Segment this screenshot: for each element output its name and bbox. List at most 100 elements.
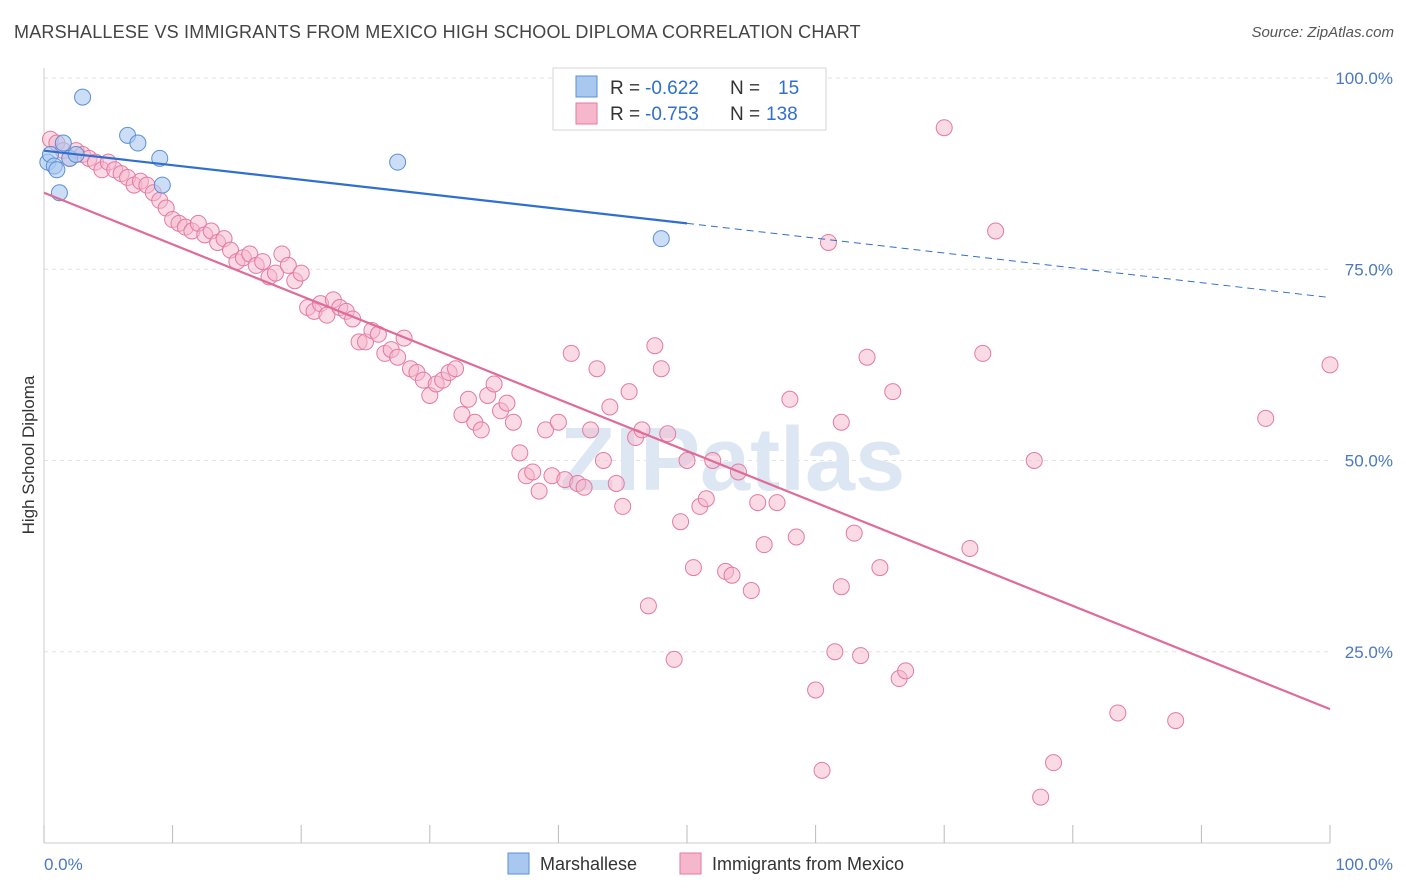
data-point-mexico bbox=[279, 256, 297, 274]
data-point-mexico bbox=[459, 390, 477, 408]
data-point-mexico bbox=[1025, 452, 1043, 469]
stats-legend-box bbox=[552, 67, 827, 131]
y-tick-label: 50.0% bbox=[1345, 452, 1393, 471]
data-point-mexico bbox=[819, 233, 837, 251]
data-point-mexico bbox=[826, 643, 844, 661]
legend-r-label-mexico: R = bbox=[610, 104, 640, 125]
y-tick-label: 75.0% bbox=[1345, 260, 1393, 279]
data-point-mexico bbox=[858, 348, 876, 366]
y-tick-label: 25.0% bbox=[1345, 643, 1393, 662]
data-point-mexico bbox=[884, 383, 902, 401]
legend-n-value-mexico: 138 bbox=[766, 104, 798, 125]
data-point-mexico bbox=[292, 264, 310, 282]
data-point-marshallese bbox=[74, 88, 92, 106]
legend-n-label-mexico: N = bbox=[730, 104, 760, 125]
data-point-mexico bbox=[1321, 356, 1339, 374]
data-point-mexico bbox=[768, 494, 786, 512]
trend-line-marshallese bbox=[43, 149, 688, 225]
data-point-mexico bbox=[537, 421, 555, 439]
data-point-mexico bbox=[594, 452, 612, 469]
data-point-marshallese bbox=[48, 161, 66, 179]
data-point-mexico bbox=[646, 337, 664, 355]
data-point-mexico bbox=[588, 360, 606, 378]
data-point-mexico bbox=[987, 222, 1005, 240]
data-point-mexico bbox=[1167, 712, 1185, 730]
data-point-mexico bbox=[524, 463, 542, 481]
data-point-mexico bbox=[575, 478, 593, 496]
data-point-mexico bbox=[897, 662, 915, 680]
stats-legend: R = -0.622 N = 15 R = -0.753 N = 138 bbox=[552, 67, 827, 131]
data-point-mexico bbox=[678, 452, 696, 469]
x-tick-label: 0.0% bbox=[44, 855, 83, 874]
data-point-mexico bbox=[742, 582, 760, 600]
data-point-mexico bbox=[601, 398, 619, 416]
y-tick-labels: 25.0% 50.0% 75.0% 100.0% bbox=[1335, 69, 1393, 662]
data-point-mexico bbox=[453, 406, 471, 424]
data-point-mexico bbox=[697, 490, 715, 508]
series-mexico-points bbox=[41, 119, 1339, 806]
data-point-mexico bbox=[935, 119, 953, 137]
data-point-mexico bbox=[549, 413, 567, 431]
legend-r-value-mexico: -0.753 bbox=[645, 104, 699, 125]
data-point-mexico bbox=[266, 264, 284, 282]
data-point-mexico bbox=[961, 539, 979, 557]
data-point-mexico bbox=[639, 597, 657, 615]
data-point-mexico bbox=[781, 390, 799, 408]
data-point-mexico bbox=[813, 761, 831, 779]
axes bbox=[43, 68, 1331, 844]
data-point-mexico bbox=[504, 413, 522, 431]
data-point-mexico bbox=[871, 559, 889, 577]
data-point-mexico bbox=[1032, 788, 1050, 806]
data-point-marshallese bbox=[54, 134, 72, 152]
data-point-mexico bbox=[807, 681, 825, 699]
data-point-mexico bbox=[582, 421, 600, 439]
data-point-mexico bbox=[254, 253, 272, 271]
data-point-mexico bbox=[755, 536, 773, 554]
series-legend: Marshallese Immigrants from Mexico bbox=[507, 852, 904, 875]
y-axis-label: High School Diploma bbox=[19, 375, 38, 534]
legend-r-value-marshallese: -0.622 bbox=[645, 78, 699, 99]
data-point-mexico bbox=[498, 394, 516, 412]
data-point-mexico bbox=[511, 444, 529, 462]
legend-swatch-mexico bbox=[575, 102, 598, 125]
data-point-mexico bbox=[832, 413, 850, 431]
chart-title: MARSHALLESE VS IMMIGRANTS FROM MEXICO HI… bbox=[14, 22, 861, 42]
data-point-mexico bbox=[485, 375, 503, 393]
trend-line-mexico bbox=[43, 191, 1331, 711]
data-point-marshallese bbox=[652, 230, 670, 248]
data-point-mexico bbox=[614, 497, 632, 515]
data-point-marshallese bbox=[129, 134, 147, 152]
trend-lines bbox=[43, 149, 1331, 711]
data-point-mexico bbox=[530, 482, 548, 500]
data-point-mexico bbox=[659, 425, 677, 443]
legend-swatch-marshallese bbox=[575, 75, 598, 98]
data-point-mexico bbox=[832, 578, 850, 596]
data-point-mexico bbox=[974, 344, 992, 362]
bottom-legend-label-mexico: Immigrants from Mexico bbox=[712, 854, 904, 874]
data-point-mexico bbox=[389, 348, 407, 366]
data-point-mexico bbox=[845, 524, 863, 542]
data-point-marshallese bbox=[389, 153, 407, 171]
bottom-legend-label-marshallese: Marshallese bbox=[540, 854, 637, 874]
data-point-mexico bbox=[749, 494, 767, 512]
data-point-mexico bbox=[652, 360, 670, 378]
trend-line-marshallese-extrapolated bbox=[686, 222, 1331, 299]
data-point-mexico bbox=[665, 650, 683, 668]
x-tick-label: 100.0% bbox=[1335, 855, 1393, 874]
data-point-mexico bbox=[723, 566, 741, 584]
data-point-mexico bbox=[1109, 704, 1127, 722]
data-point-mexico bbox=[447, 360, 465, 378]
bottom-legend-swatch-marshallese bbox=[507, 852, 530, 875]
data-point-mexico bbox=[472, 421, 490, 439]
data-point-mexico bbox=[852, 647, 870, 665]
data-point-mexico bbox=[607, 474, 625, 492]
source-credit: Source: ZipAtlas.com bbox=[1251, 24, 1394, 41]
data-point-mexico bbox=[620, 383, 638, 401]
data-point-mexico bbox=[684, 559, 702, 577]
data-point-mexico bbox=[672, 513, 690, 531]
legend-n-value-marshallese: 15 bbox=[778, 78, 799, 99]
data-point-mexico bbox=[1045, 754, 1063, 772]
data-point-mexico bbox=[1257, 409, 1275, 427]
data-point-marshallese bbox=[153, 176, 171, 194]
